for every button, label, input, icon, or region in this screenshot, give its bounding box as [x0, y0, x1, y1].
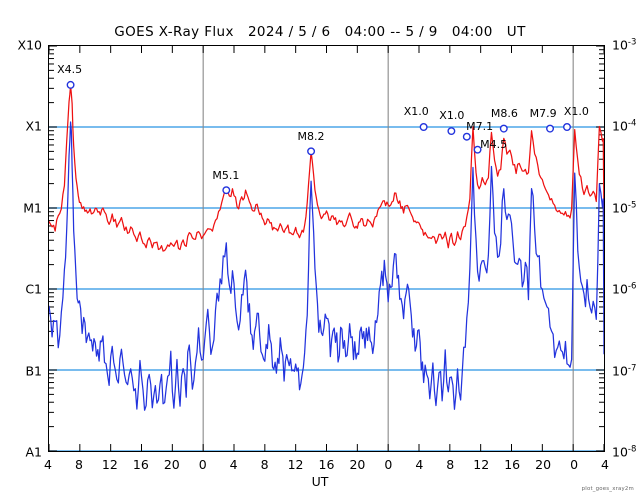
x-axis-tick-14: 12	[473, 457, 490, 472]
x-axis-tick-10: 20	[349, 457, 366, 472]
watermark-text: plot_goes_xray2m	[581, 486, 634, 492]
x-axis-title: UT	[311, 474, 329, 489]
y-axis-left-tick-b1: B1	[25, 363, 42, 379]
x-axis-tick-18: 4	[601, 457, 609, 472]
x-axis-tick-12: 4	[415, 457, 424, 472]
x-axis-tick-0: 4	[44, 457, 52, 472]
x-axis-tick-9: 16	[318, 457, 335, 472]
y-axis-right-tick-7: 10-7	[612, 363, 637, 379]
x-axis-tick-5: 0	[198, 457, 207, 472]
flux-traces	[49, 46, 604, 451]
x-axis-tick-1: 8	[74, 457, 83, 472]
y-axis-left-tick-x10: X10	[17, 37, 42, 53]
flare-label-m8-2-2: M8.2	[297, 129, 325, 143]
flare-label-x4-5-0: X4.5	[57, 63, 83, 77]
x-axis-tick-8: 12	[287, 457, 304, 472]
x-axis-tick-15: 16	[504, 457, 521, 472]
x-axis-tick-11: 0	[384, 457, 393, 472]
y-axis-right-tick-4: 10-4	[612, 118, 637, 134]
y-axis-right-tick-8: 10-8	[612, 444, 637, 460]
y-axis-left-tick-x1: X1	[25, 118, 42, 134]
x-axis-tick-17: 0	[570, 457, 579, 472]
x-axis-tick-4: 20	[163, 457, 180, 472]
x-axis-tick-6: 4	[229, 457, 238, 472]
x-axis-tick-2: 12	[101, 457, 118, 472]
flare-label-m7-9-8: M7.9	[529, 107, 557, 121]
y-axis-left-tick-m1: M1	[23, 200, 42, 216]
flare-label-m7-1-5: M7.1	[466, 120, 494, 134]
page-title: GOES X-Ray Flux 2024 / 5 / 6 04:00 -- 5 …	[114, 24, 526, 40]
flare-label-x1-0-4: X1.0	[439, 109, 465, 123]
flare-label-m5-1-1: M5.1	[212, 168, 240, 182]
x-axis-tick-13: 8	[446, 457, 455, 472]
x-axis-tick-3: 16	[132, 457, 149, 472]
flare-label-x1-0-3: X1.0	[403, 105, 429, 119]
x-axis-tick-16: 20	[535, 457, 552, 472]
flare-label-x1-0-9: X1.0	[563, 105, 589, 119]
flare-label-m4-5-6: M4.5	[480, 138, 508, 152]
y-axis-right-tick-5: 10-5	[612, 200, 637, 216]
flare-label-m8-6-7: M8.6	[490, 107, 518, 121]
y-axis-right-tick-3: 10-3	[612, 37, 637, 53]
y-axis-left-tick-c1: C1	[25, 281, 42, 297]
x-axis-tick-7: 8	[260, 457, 269, 472]
y-axis-left-tick-a1: A1	[25, 444, 42, 460]
y-axis-right-tick-6: 10-6	[612, 281, 637, 297]
plot-area	[48, 45, 605, 452]
